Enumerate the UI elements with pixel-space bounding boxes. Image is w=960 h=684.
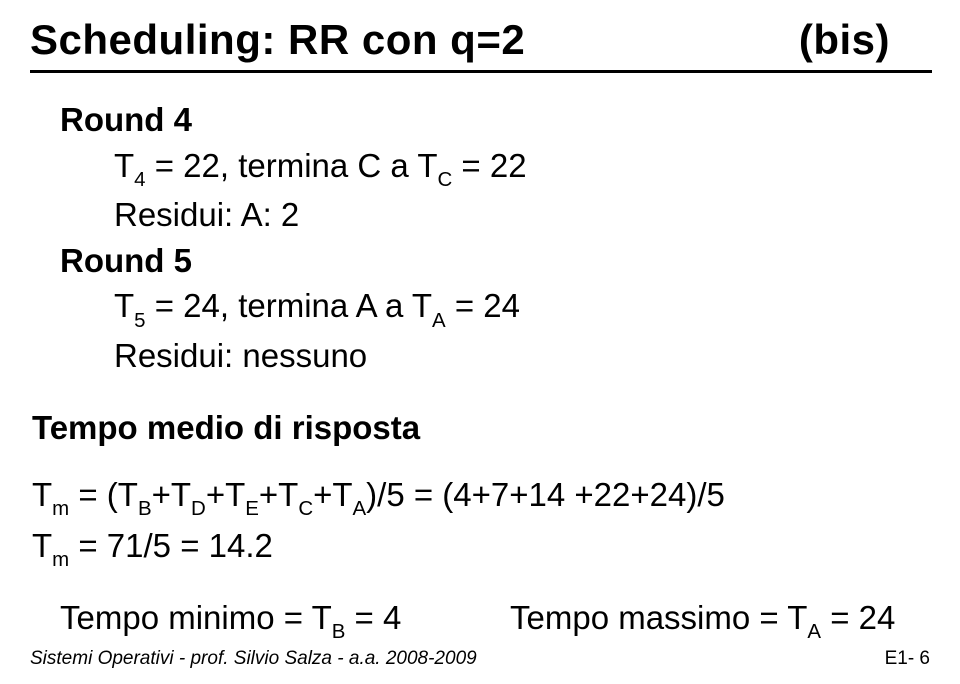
r4-l1-mid: = 22, termina C a T [146,147,438,184]
max-sub: A [807,620,821,643]
eq1-p1: +T [152,476,191,513]
min-post: = 4 [345,599,401,636]
round4-line2: Residui: A: 2 [114,192,930,238]
eq2-lhs-sub: m [52,548,69,571]
eq2-rhs: = 71/5 = 14.2 [69,527,273,564]
r4-l1-sub: 4 [134,168,145,191]
eq2-lhs-pre: T [32,527,52,564]
max-pre: Tempo massimo = T [510,599,807,636]
round5-label: Round 5 [60,238,930,284]
eq1-p2: +T [206,476,245,513]
title-rule [30,70,932,73]
r4-l1-pre: T [114,147,134,184]
footer-right: E1- 6 [885,648,930,670]
round5-line1: T5 = 24, termina A a TA = 24 [114,283,930,333]
r5-l1-post: = 24 [446,287,520,324]
eq1-rhs: )/5 = (4+7+14 +22+24)/5 [366,476,725,513]
eq1-lhs-sub: m [52,497,69,520]
footer: Sistemi Operativi - prof. Silvio Salza -… [30,648,930,670]
formula-block: Tm = (TB+TD+TE+TC+TA)/5 = (4+7+14 +22+24… [32,471,930,574]
eq1-p4: +T [313,476,352,513]
eq1-eq: = (T [69,476,138,513]
footer-left: Sistemi Operativi - prof. Silvio Salza -… [30,648,477,670]
min-pre: Tempo minimo = T [60,599,332,636]
eq1-sB: B [138,497,152,520]
round4-label: Round 4 [60,97,930,143]
round5-line2: Residui: nessuno [114,333,930,379]
r4-l1-post: = 22 [452,147,526,184]
eq1-p3: +T [259,476,298,513]
r5-l1-pre: T [114,287,134,324]
max-post: = 24 [821,599,895,636]
r5-l1-mid: = 24, termina A a T [146,287,432,324]
eq1-sD: D [191,497,206,520]
round4-block: Round 4 T4 = 22, termina C a TC = 22 Res… [60,97,930,238]
title-right: (bis) [799,16,890,64]
min-sub: B [332,620,346,643]
r5-l1-sub2: A [432,309,446,332]
eq1-sE: E [245,497,259,520]
eq1-lhs-pre: T [32,476,52,513]
eq1-sC: C [298,497,313,520]
round5-block: Round 5 T5 = 24, termina A a TA = 24 Res… [60,238,930,379]
round4-line1: T4 = 22, termina C a TC = 22 [114,143,930,193]
min-max-row: Tempo minimo = TB = 4 Tempo massimo = TA… [60,599,930,643]
r4-l1-sub2: C [438,168,453,191]
tempo-minimo: Tempo minimo = TB = 4 [60,599,510,643]
r5-l1-sub: 5 [134,309,145,332]
equation-1: Tm = (TB+TD+TE+TC+TA)/5 = (4+7+14 +22+24… [32,471,930,522]
title-left: Scheduling: RR con q=2 [30,16,525,64]
equation-2: Tm = 71/5 = 14.2 [32,522,930,573]
page-title: Scheduling: RR con q=2 (bis) [30,16,930,64]
tempo-massimo: Tempo massimo = TA = 24 [510,599,895,643]
eq1-sA: A [353,497,367,520]
tempo-medio-heading: Tempo medio di risposta [32,409,930,447]
